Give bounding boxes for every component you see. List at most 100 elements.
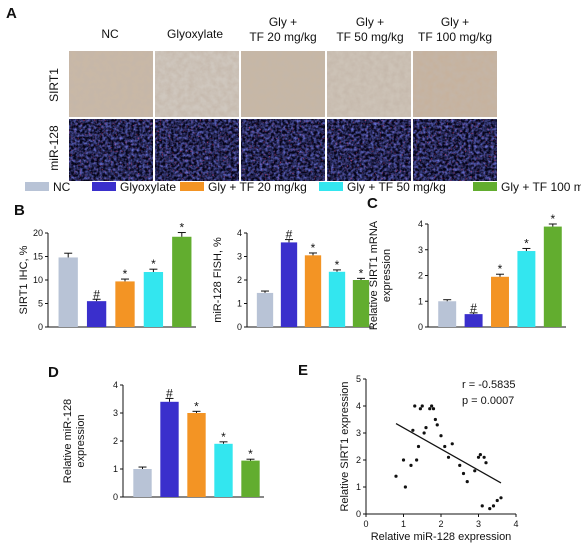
y-tick-label: 0 xyxy=(38,322,43,332)
panel-a: A NC Glyoxylate Gly + TF 20 mg/kg Gly + TF 50… xyxy=(6,5,497,181)
y-tick-label: 3 xyxy=(113,408,118,418)
y-tick-label: 4 xyxy=(356,401,361,411)
scatter-point xyxy=(443,444,447,449)
fish-micrograph xyxy=(241,119,325,181)
y-tick-label: 5 xyxy=(356,374,361,384)
scatter-point xyxy=(409,463,413,467)
scatter-point xyxy=(430,404,434,408)
legend-label: Gly + TF 20 mg/kg xyxy=(208,180,307,194)
bar xyxy=(280,242,298,327)
y-tick-label: 2 xyxy=(418,271,423,281)
bar-chart-d: D 0 1 2 3 4 Relative miR-128expression # * * * xyxy=(48,364,264,502)
scatter-point xyxy=(413,404,417,408)
y-tick-label: 2 xyxy=(113,436,118,446)
fish-micrograph xyxy=(69,119,153,181)
legend-item: Gly + TF 100 mg/kg xyxy=(473,180,581,194)
scatter-point xyxy=(491,504,496,508)
x-tick-label: 1 xyxy=(401,519,406,529)
y-axis-label: miR-128 FISH, % xyxy=(212,237,224,323)
x-axis-label: Relative miR-128 expression xyxy=(371,531,512,543)
significance-mark: * xyxy=(550,212,555,226)
y-axis-label: Relative miR-128expression xyxy=(62,399,87,483)
scatter-point xyxy=(431,407,436,411)
legend-swatch xyxy=(92,182,116,191)
scatter-point xyxy=(484,461,488,465)
scatter-point xyxy=(495,498,499,503)
x-tick-label: 3 xyxy=(476,519,481,529)
scatter-point xyxy=(403,485,407,489)
significance-mark: * xyxy=(359,266,364,280)
significance-mark: # xyxy=(286,228,293,242)
scatter-point xyxy=(420,404,424,408)
significance-mark: * xyxy=(498,262,503,276)
y-tick-label: 0 xyxy=(237,322,242,332)
bar xyxy=(543,226,562,327)
row-title-sirt1: SIRT1 xyxy=(47,68,61,102)
legend-swatch xyxy=(180,182,204,191)
bar xyxy=(304,255,322,327)
bar xyxy=(438,301,457,327)
scatter-point xyxy=(415,458,419,462)
y-tick-label: 10 xyxy=(33,275,43,285)
y-tick-label: 1 xyxy=(113,464,118,474)
panel-a-column-titles: NC Glyoxylate Gly + TF 20 mg/kg Gly + TF 50 m… xyxy=(101,15,492,44)
significance-mark: * xyxy=(123,267,128,281)
bar xyxy=(160,401,179,497)
legend-label: NC xyxy=(53,180,71,194)
y-tick-label: 4 xyxy=(113,380,118,390)
legend: NC Glyoxylate Gly + TF 20 mg/kg Gly + TF 50… xyxy=(25,180,581,194)
panel-a-row-titles: SIRT1 miR-128 xyxy=(47,68,61,171)
scatter-point xyxy=(416,444,421,449)
y-tick-label: 0 xyxy=(113,492,118,502)
bar xyxy=(464,314,483,327)
bar-chart-b2: 0 1 2 3 4 miR-128 FISH, % # * * * xyxy=(212,228,373,332)
y-tick-label: 0 xyxy=(356,509,361,519)
bar xyxy=(491,276,509,327)
y-tick-label: 2 xyxy=(237,275,242,285)
column-title: Glyoxylate xyxy=(167,27,223,41)
scatter-point xyxy=(488,507,492,511)
bar xyxy=(241,460,260,497)
legend-label: Gly + TF 50 mg/kg xyxy=(347,180,446,194)
legend-item: Glyoxylate xyxy=(92,180,176,194)
scatter-point xyxy=(482,455,486,459)
y-tick-label: 5 xyxy=(38,299,43,309)
legend-swatch xyxy=(473,182,497,191)
legend-item: NC xyxy=(25,180,71,194)
bar xyxy=(172,236,192,327)
x-tick-label: 4 xyxy=(513,519,518,529)
significance-mark: * xyxy=(335,258,340,272)
bar xyxy=(256,292,274,327)
row-title-mir128: miR-128 xyxy=(47,125,61,171)
scatter-point xyxy=(435,423,439,427)
column-title: Gly + TF 50 mg/kg xyxy=(336,15,403,44)
y-tick-label: 3 xyxy=(356,428,361,438)
fish-micrograph xyxy=(327,119,411,181)
scatter-point xyxy=(433,417,437,422)
significance-mark: * xyxy=(151,257,156,271)
panel-label: C xyxy=(367,195,378,212)
scatter-point xyxy=(418,407,422,411)
column-title: Gly + TF 100 mg/kg xyxy=(418,15,492,44)
bar xyxy=(143,272,164,327)
x-tick-label: 0 xyxy=(363,519,368,529)
y-tick-label: 4 xyxy=(237,228,242,238)
scatter-point xyxy=(394,474,398,478)
scatter-point xyxy=(422,431,426,435)
significance-mark: # xyxy=(470,301,477,315)
scatter-point xyxy=(476,455,481,459)
correlation-r: r = -0.5835 xyxy=(462,379,516,391)
y-axis-label: Relative SIRT1 expression xyxy=(339,381,351,511)
legend-swatch xyxy=(25,182,49,191)
scatter-point xyxy=(461,471,466,476)
y-tick-label: 1 xyxy=(418,296,423,306)
scatter-point xyxy=(450,442,454,446)
fish-micrograph xyxy=(413,119,497,181)
scatter-point xyxy=(446,455,451,459)
bar-chart-c: C 0 1 2 3 4 Relative SIRT1 mRNAexpression # * * * xyxy=(367,195,566,332)
y-tick-label: 3 xyxy=(237,252,242,262)
ihc-micrograph xyxy=(155,51,239,117)
scatter-point xyxy=(473,469,477,473)
